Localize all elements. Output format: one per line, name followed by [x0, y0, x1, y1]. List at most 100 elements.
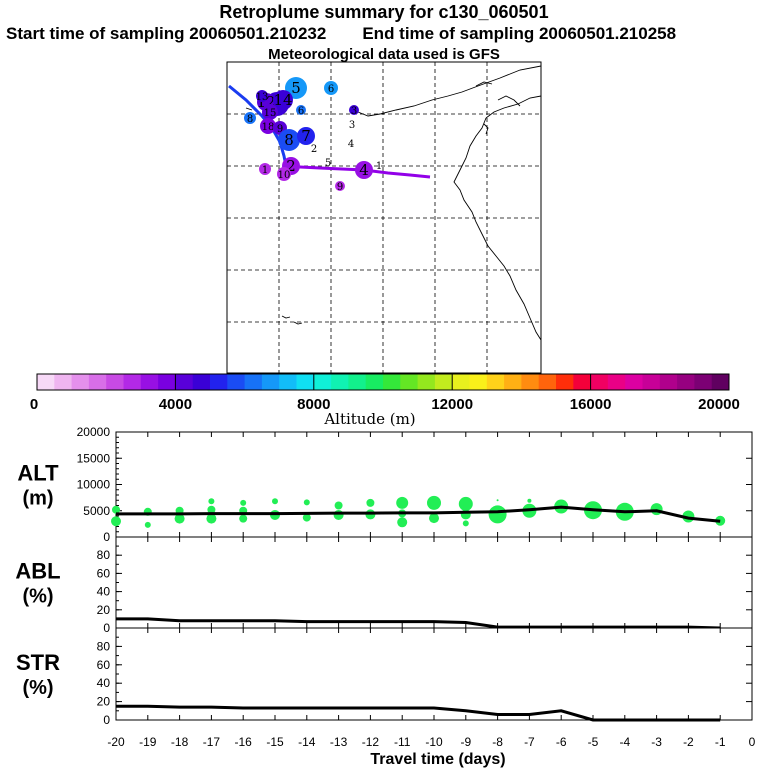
plume-marker-label: 18 — [262, 122, 275, 133]
x-tick-label: -14 — [298, 735, 316, 749]
plume-marker-dot — [349, 105, 359, 115]
plume-marker-dot — [296, 105, 306, 115]
plume-marker-label: 5 — [291, 79, 301, 97]
colorbar-swatch — [106, 374, 124, 390]
colorbar-tick: 12000 — [431, 396, 473, 413]
y-tick-label: 20 — [97, 695, 111, 709]
y-tick-label: 60 — [97, 566, 111, 580]
x-tick-label: -3 — [651, 735, 662, 749]
x-tick-label: -4 — [619, 735, 630, 749]
plume-marker-dot — [324, 81, 338, 95]
colorbar-swatch — [331, 374, 349, 390]
y-tick-label: 80 — [97, 639, 111, 653]
plume-marker-label: 1 — [262, 165, 268, 176]
y-tick-label: 15000 — [77, 451, 111, 465]
plume-marker-label: 3 — [351, 106, 357, 117]
x-tick-label: -20 — [107, 735, 125, 749]
coast-segment — [357, 65, 542, 117]
x-tick-label: -18 — [171, 735, 189, 749]
plume-marker-label: 10 — [278, 170, 291, 181]
plume-point — [272, 498, 278, 505]
x-tick-label: 0 — [749, 735, 756, 749]
coast-segment — [475, 81, 493, 87]
x-tick-label: -2 — [683, 735, 694, 749]
end-time-label: End time of sampling 20060501.210258 — [362, 24, 677, 43]
plume-marker-dot — [260, 118, 276, 134]
plume-marker-label: 3 — [349, 120, 355, 131]
colorbar-swatch — [625, 374, 643, 390]
y-tick-label: 20 — [97, 603, 111, 617]
plume-marker-dot — [256, 90, 268, 102]
y-tick-label: 0 — [103, 621, 110, 635]
met-data-label: Meteorological data used is GFS — [268, 46, 500, 63]
colorbar-swatch — [227, 374, 245, 390]
y-tick-label: 40 — [97, 676, 111, 690]
coast-segment — [497, 95, 521, 107]
y-tick-label: 60 — [97, 658, 111, 672]
y-tick-label: 20000 — [77, 425, 111, 439]
colorbar-swatch — [677, 374, 695, 390]
plume-marker-label: 13 — [256, 92, 269, 103]
plume-marker-label: 2 — [286, 157, 296, 175]
plume-point — [397, 517, 408, 528]
plume-marker-label: 5 — [325, 158, 331, 169]
plume-marker: 18 — [260, 118, 276, 134]
y-axis-label: STR — [16, 650, 60, 675]
sampling-times: Start time of sampling 20060501.210232 En… — [6, 24, 766, 44]
chart-title: Retroplume summary for c130_060501 — [219, 2, 549, 22]
start-time-label: Start time of sampling 20060501.210232 — [6, 24, 327, 43]
plume-marker: 7 — [297, 127, 315, 145]
coast-segment — [293, 321, 303, 325]
colorbar-swatch — [417, 374, 436, 390]
series-line — [116, 617, 721, 630]
plume-marker: 9 — [335, 181, 345, 193]
colorbar-swatch — [711, 374, 730, 390]
colorbar-swatch — [556, 374, 574, 390]
colorbar-swatch — [573, 374, 591, 390]
plume-point — [366, 498, 375, 507]
y-axis-unit: (m) — [22, 488, 53, 510]
plume-marker-dot — [244, 112, 256, 124]
plume-marker-label: 15 — [264, 108, 277, 119]
plume-marker-dot — [297, 127, 315, 145]
colorbar-swatch — [261, 374, 280, 390]
plume-marker-label: 2 — [311, 144, 317, 155]
plume-marker-label: 8 — [247, 114, 253, 125]
x-tick-label: -8 — [492, 735, 503, 749]
altitude-colorbar — [36, 373, 730, 391]
plume-marker: 1 — [259, 163, 271, 176]
panel-frame — [115, 627, 753, 721]
plume-marker-label: 8 — [284, 131, 294, 149]
y-tick-label: 40 — [97, 585, 111, 599]
plume-point — [240, 499, 247, 506]
colorbar-swatch — [607, 374, 626, 390]
coast-segment — [453, 117, 542, 341]
x-tick-label: -13 — [330, 735, 348, 749]
plume-marker: 14 — [273, 90, 293, 110]
coast-segment — [245, 107, 253, 111]
colorbar-swatch — [504, 374, 522, 390]
x-tick-label: -19 — [139, 735, 157, 749]
plume-marker: 13 — [256, 90, 269, 103]
plume-line-east — [285, 164, 431, 179]
colorbar-label: Altitude (m) — [323, 410, 415, 428]
colorbar-swatch — [365, 374, 384, 390]
plume-point — [206, 513, 217, 524]
plume-marker-dot — [273, 90, 293, 110]
colorbar-swatch — [140, 374, 159, 390]
coast-segment — [485, 95, 542, 119]
plume-marker: 3 — [349, 120, 355, 131]
colorbar-tick: 8000 — [297, 396, 330, 413]
plume-point — [396, 496, 409, 509]
plume-marker-label: 4 — [359, 161, 369, 179]
colorbar-swatch — [400, 374, 418, 390]
plume-point — [208, 498, 215, 505]
x-tick-label: -1 — [715, 735, 726, 749]
plume-marker: 5 — [325, 158, 331, 169]
coast-segment — [483, 123, 489, 135]
plume-point — [239, 514, 248, 523]
map-panel: 5611121415136818987233452110491 — [226, 61, 542, 374]
colorbar-tick: 0 — [30, 396, 38, 413]
colorbar-swatch — [348, 374, 367, 390]
time-series-panels: 05000100001500020000ALT(m)020406080ABL(%… — [15, 425, 753, 727]
